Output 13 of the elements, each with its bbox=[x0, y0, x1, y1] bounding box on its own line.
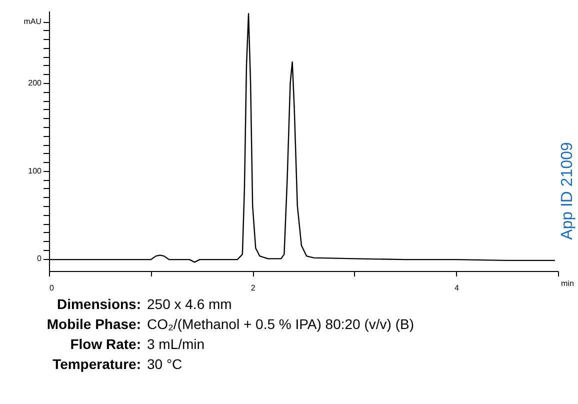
x-tick-label: 4 bbox=[454, 284, 460, 292]
text: Flow Rate: 3 mL/min bbox=[70, 336, 205, 352]
text: Dimensions: 250 x 4.6 mm bbox=[56, 296, 232, 312]
text: App ID 21009 bbox=[559, 142, 576, 240]
y-tick-label: 0 bbox=[37, 254, 42, 264]
text: Temperature: 30 °C bbox=[52, 356, 182, 372]
y-tick-label: mAU bbox=[24, 17, 42, 26]
x-tick-label: 2 bbox=[250, 284, 256, 292]
x-tick-label: 0 bbox=[50, 284, 54, 292]
y-tick-label: 100 bbox=[28, 166, 42, 176]
x-axis-title: min bbox=[561, 279, 574, 288]
y-tick-label: 200 bbox=[28, 78, 42, 88]
text: Mobile Phase: CO₂/(Methanol + 0.5 % IPA) 80:20 (v/v) (B) bbox=[46, 316, 414, 332]
